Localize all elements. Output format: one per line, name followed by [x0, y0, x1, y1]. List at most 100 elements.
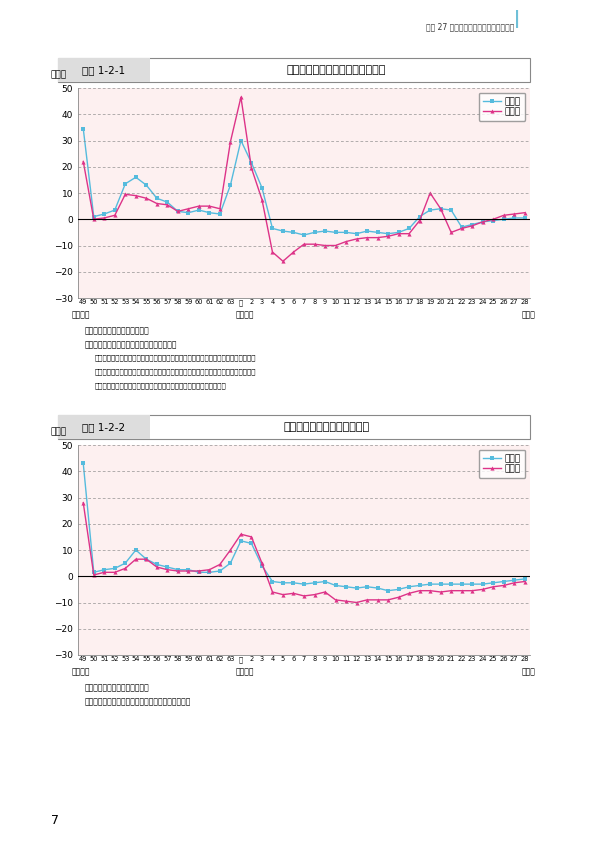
- 商業地: [143, 554, 150, 564]
- 商業地: [500, 580, 508, 590]
- 住宅地: [164, 197, 171, 207]
- 商業地: [237, 92, 245, 102]
- 商業地: [479, 584, 486, 594]
- 住宅地: [490, 578, 497, 588]
- Text: 資料：国土交通省「地価公示」: 資料：国土交通省「地価公示」: [85, 683, 150, 692]
- 住宅地: [500, 214, 508, 224]
- 住宅地: [469, 579, 476, 589]
- 住宅地: [332, 580, 339, 590]
- 住宅地: [122, 558, 129, 568]
- 商業地: [321, 241, 328, 251]
- Text: 注：三大都市圈：東京圈、大阪圈、名古屋圈: 注：三大都市圈：東京圈、大阪圈、名古屋圈: [85, 340, 177, 349]
- 商業地: [458, 586, 465, 596]
- 商業地: [290, 589, 297, 599]
- 商業地: [437, 204, 444, 214]
- Text: （平成）: （平成）: [236, 667, 254, 676]
- Text: 地方圈における地価の変動率: 地方圈における地価の変動率: [284, 422, 370, 432]
- 住宅地: [248, 538, 255, 548]
- 商業地: [521, 577, 528, 587]
- 住宅地: [416, 580, 423, 590]
- 商業地: [132, 554, 139, 564]
- 住宅地: [185, 208, 192, 218]
- 商業地: [364, 232, 371, 242]
- 住宅地: [395, 584, 402, 594]
- 商業地: [132, 190, 139, 200]
- 商業地: [353, 598, 360, 608]
- 住宅地: [143, 180, 150, 190]
- 住宅地: [416, 211, 423, 221]
- Text: 三大都市圈における地価の変動率: 三大都市圈における地価の変動率: [287, 65, 386, 75]
- 住宅地: [195, 205, 202, 215]
- 住宅地: [343, 227, 350, 237]
- 商業地: [248, 163, 255, 173]
- 住宅地: [101, 565, 108, 575]
- 住宅地: [237, 536, 245, 546]
- 商業地: [321, 587, 328, 597]
- 商業地: [269, 587, 276, 597]
- 商業地: [290, 247, 297, 257]
- 住宅地: [227, 558, 234, 568]
- 商業地: [311, 239, 318, 249]
- 住宅地: [321, 226, 328, 236]
- 住宅地: [90, 211, 98, 221]
- 商業地: [227, 545, 234, 555]
- Text: 「年」: 「年」: [522, 310, 536, 319]
- 商業地: [174, 566, 181, 576]
- 商業地: [164, 565, 171, 575]
- 商業地: [227, 136, 234, 147]
- 住宅地: [521, 574, 528, 584]
- 商業地: [143, 193, 150, 203]
- 商業地: [416, 216, 423, 226]
- 住宅地: [290, 578, 297, 588]
- 住宅地: [290, 227, 297, 237]
- 商業地: [406, 589, 413, 599]
- 商業地: [353, 234, 360, 244]
- 住宅地: [174, 565, 181, 575]
- 住宅地: [511, 575, 518, 585]
- 住宅地: [479, 579, 486, 589]
- 商業地: [258, 558, 265, 568]
- 商業地: [80, 157, 87, 167]
- 商業地: [195, 566, 202, 576]
- 商業地: [427, 586, 434, 596]
- 商業地: [395, 229, 402, 239]
- 住宅地: [217, 209, 224, 219]
- 住宅地: [353, 229, 360, 239]
- Text: （平成）: （平成）: [236, 310, 254, 319]
- 商業地: [427, 188, 434, 198]
- 住宅地: [364, 582, 371, 592]
- Bar: [58, 58, 150, 82]
- Text: 大　阪　圈：近畿圈整備法による阪成都市区域及び近郊整備区域を含む市町村の区域: 大 阪 圈：近畿圈整備法による阪成都市区域及び近郊整備区域を含む市町村の区域: [95, 368, 256, 375]
- 商業地: [416, 586, 423, 596]
- 商業地: [280, 256, 287, 266]
- 商業地: [511, 209, 518, 219]
- 住宅地: [185, 565, 192, 575]
- 住宅地: [332, 227, 339, 237]
- 住宅地: [437, 204, 444, 214]
- 商業地: [332, 241, 339, 251]
- 住宅地: [132, 173, 139, 183]
- 商業地: [154, 199, 161, 209]
- 住宅地: [217, 566, 224, 576]
- 商業地: [90, 214, 98, 224]
- 商業地: [395, 592, 402, 602]
- Text: （昭和）: （昭和）: [72, 310, 90, 319]
- 商業地: [101, 568, 108, 578]
- 商業地: [374, 594, 381, 605]
- Text: 東　京　圈：首都圈整備法による既成市街地及び近郊整備地帯を含む市区町村の区域: 東 京 圈：首都圈整備法による既成市街地及び近郊整備地帯を含む市区町村の区域: [95, 354, 256, 360]
- 商業地: [311, 589, 318, 600]
- Text: 平成 27 年度の地価・土地取引等の動向: 平成 27 年度の地価・土地取引等の動向: [426, 22, 515, 31]
- 商業地: [111, 568, 118, 578]
- 住宅地: [300, 579, 308, 589]
- 住宅地: [195, 568, 202, 578]
- 商業地: [269, 247, 276, 257]
- 商業地: [154, 562, 161, 572]
- Text: 第１章: 第１章: [541, 14, 557, 24]
- Text: 資料：国土交通省「地価公示」: 資料：国土交通省「地価公示」: [85, 326, 150, 335]
- 商業地: [343, 237, 350, 247]
- 商業地: [258, 195, 265, 205]
- Text: （％）: （％）: [51, 428, 67, 437]
- 商業地: [122, 189, 129, 200]
- 住宅地: [258, 183, 265, 193]
- 住宅地: [237, 136, 245, 146]
